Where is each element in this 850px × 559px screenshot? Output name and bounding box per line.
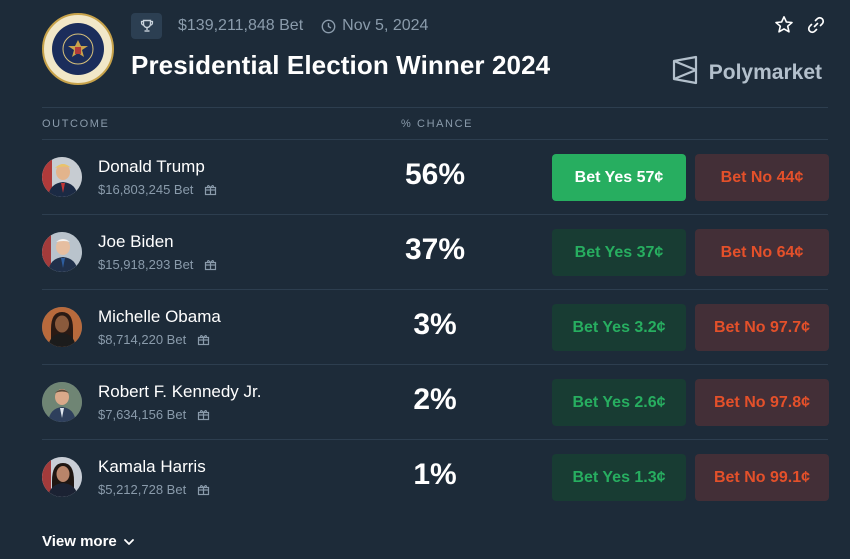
- trophy-icon: [131, 13, 162, 39]
- gift-icon[interactable]: [197, 408, 210, 421]
- volume-text: $5,212,728 Bet: [98, 482, 187, 497]
- bet-no-button[interactable]: Bet No 64¢: [695, 229, 829, 276]
- column-header-chance: % CHANCE: [401, 118, 474, 130]
- chance-value: 56%: [404, 158, 466, 191]
- volume-text: $16,803,245 Bet: [98, 182, 194, 197]
- chance-value: 1%: [413, 458, 457, 491]
- candidate-name[interactable]: Michelle Obama: [98, 307, 221, 326]
- table-row[interactable]: Joe Biden $15,918,293 Bet 37% Bet Yes 37…: [42, 215, 829, 290]
- view-more-label: View more: [42, 533, 117, 550]
- table-row[interactable]: Kamala Harris $5,212,728 Bet 1% Bet Yes …: [42, 440, 829, 515]
- divider: [42, 289, 828, 290]
- polymarket-logo-icon: [671, 55, 699, 90]
- bet-yes-button[interactable]: Bet Yes 3.2¢: [552, 304, 686, 351]
- candidate-name[interactable]: Donald Trump: [98, 157, 205, 176]
- end-date: Nov 5, 2024: [342, 17, 429, 34]
- candidate-volume: $5,212,728 Bet: [98, 482, 210, 497]
- chance-value: 3%: [413, 308, 457, 341]
- chevron-down-icon: [123, 536, 135, 548]
- view-more-button[interactable]: View more: [42, 533, 135, 550]
- page-title: Presidential Election Winner 2024: [131, 50, 551, 80]
- divider: [42, 139, 828, 140]
- bet-yes-button[interactable]: Bet Yes 1.3¢: [552, 454, 686, 501]
- polymarket-brand[interactable]: Polymarket: [671, 55, 822, 90]
- bet-yes-button[interactable]: Bet Yes 37¢: [552, 229, 686, 276]
- total-volume: $139,211,848 Bet: [178, 17, 304, 34]
- bet-yes-button[interactable]: Bet Yes 2.6¢: [552, 379, 686, 426]
- presidential-seal-icon: [42, 13, 114, 85]
- bet-no-button[interactable]: Bet No 97.8¢: [695, 379, 829, 426]
- bet-no-button[interactable]: Bet No 44¢: [695, 154, 829, 201]
- market-meta: $139,211,848 Bet Nov 5, 2024: [131, 13, 428, 39]
- clock-icon: [321, 19, 336, 34]
- avatar: [42, 457, 82, 497]
- chance-value: 2%: [413, 383, 457, 416]
- candidate-volume: $8,714,220 Bet: [98, 332, 210, 347]
- divider: [42, 214, 828, 215]
- candidate-name[interactable]: Joe Biden: [98, 232, 174, 251]
- gift-icon[interactable]: [197, 333, 210, 346]
- column-header-outcome: OUTCOME: [42, 118, 110, 130]
- candidate-volume: $7,634,156 Bet: [98, 407, 210, 422]
- gift-icon[interactable]: [197, 483, 210, 496]
- gift-icon[interactable]: [204, 183, 217, 196]
- candidate-name[interactable]: Robert F. Kennedy Jr.: [98, 382, 262, 401]
- table-row[interactable]: Donald Trump $16,803,245 Bet 56% Bet Yes…: [42, 140, 829, 215]
- avatar: [42, 382, 82, 422]
- volume-text: $15,918,293 Bet: [98, 257, 194, 272]
- avatar: [42, 307, 82, 347]
- divider: [42, 364, 828, 365]
- candidate-volume: $15,918,293 Bet: [98, 257, 217, 272]
- bet-yes-button[interactable]: Bet Yes 57¢: [552, 154, 686, 201]
- bet-no-button[interactable]: Bet No 97.7¢: [695, 304, 829, 351]
- table-row[interactable]: Robert F. Kennedy Jr. $7,634,156 Bet 2% …: [42, 365, 829, 440]
- link-icon[interactable]: [806, 15, 826, 35]
- divider: [42, 107, 828, 108]
- avatar: [42, 232, 82, 272]
- volume-text: $8,714,220 Bet: [98, 332, 187, 347]
- candidate-name[interactable]: Kamala Harris: [98, 457, 206, 476]
- brand-name: Polymarket: [708, 60, 822, 84]
- gift-icon[interactable]: [204, 258, 217, 271]
- bet-no-button[interactable]: Bet No 99.1¢: [695, 454, 829, 501]
- volume-text: $7,634,156 Bet: [98, 407, 187, 422]
- chance-value: 37%: [404, 233, 466, 266]
- table-row[interactable]: Michelle Obama $8,714,220 Bet 3% Bet Yes…: [42, 290, 829, 365]
- divider: [42, 439, 828, 440]
- star-icon[interactable]: [774, 15, 794, 35]
- candidate-volume: $16,803,245 Bet: [98, 182, 217, 197]
- avatar: [42, 157, 82, 197]
